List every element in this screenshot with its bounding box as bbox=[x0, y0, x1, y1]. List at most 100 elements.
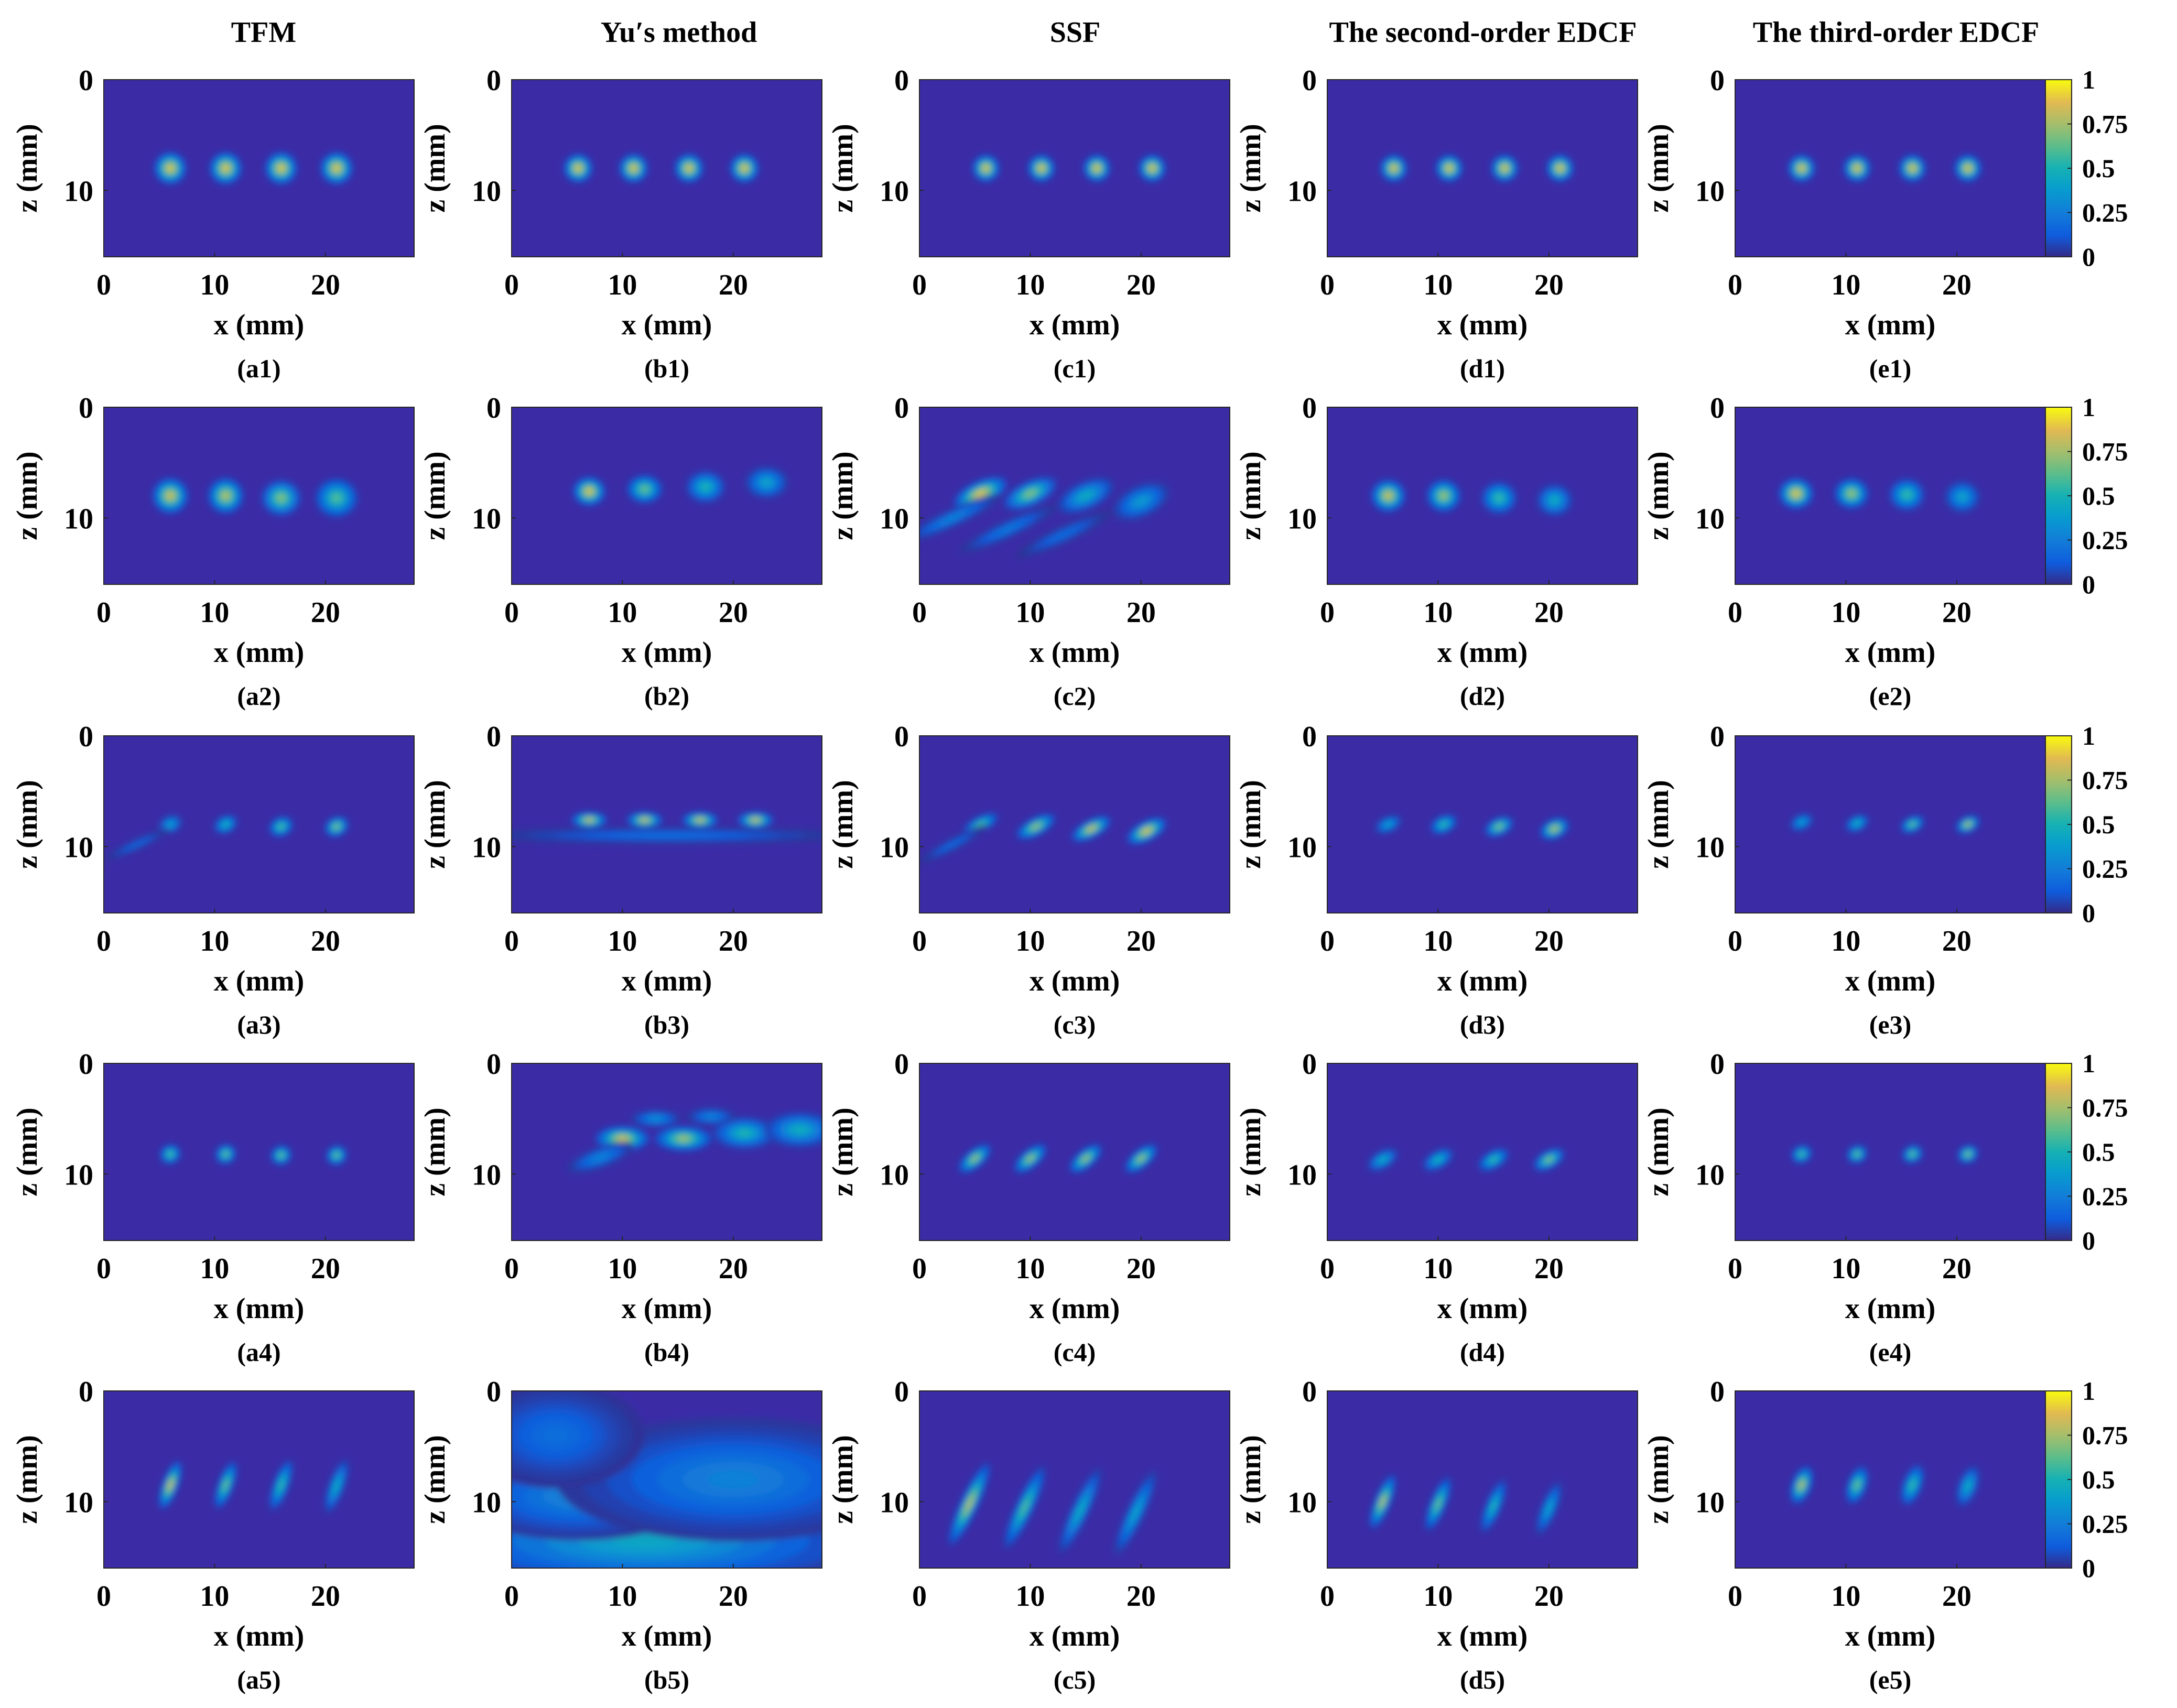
spot-level bbox=[1911, 823, 1914, 826]
spot-level bbox=[978, 822, 983, 826]
x-tick-label: 0 bbox=[504, 925, 519, 958]
panel-e5: 0 10 20 0 10 x (mm) z (mm) (e5) bbox=[1642, 1376, 2046, 1694]
panel-b1: 0 10 20 0 10 x (mm) z (mm) (b1) bbox=[419, 64, 822, 383]
x-tick-label: 20 bbox=[719, 925, 748, 958]
colorbar-tick-label: 1 bbox=[2082, 721, 2095, 750]
spot-level bbox=[595, 1155, 605, 1160]
x-axis-label: x (mm) bbox=[1030, 1620, 1120, 1652]
intensity-spot bbox=[655, 1126, 712, 1151]
x-tick-label: 20 bbox=[311, 925, 340, 958]
intensity-spot bbox=[1057, 477, 1114, 514]
spot-level bbox=[1386, 823, 1390, 826]
colorbar-tick-label: 0.5 bbox=[2082, 481, 2115, 510]
x-tick-label: 20 bbox=[1127, 596, 1156, 629]
y-axis-label: z (mm) bbox=[827, 1107, 859, 1196]
colorbar-tick-label: 0 bbox=[2082, 570, 2095, 599]
intensity-spot bbox=[1113, 482, 1169, 521]
intensity-spot bbox=[1370, 1475, 1396, 1528]
intensity-spot bbox=[1125, 1144, 1157, 1173]
panel-a2: 0 10 20 0 10 x (mm) z (mm) (a2) bbox=[11, 392, 415, 711]
intensity-spot bbox=[262, 480, 301, 516]
colorbar-tick-label: 0.5 bbox=[2082, 810, 2115, 839]
intensity-spot bbox=[1014, 1144, 1046, 1173]
intensity-spot bbox=[730, 154, 759, 183]
axes-box bbox=[1327, 79, 1638, 257]
spot-level bbox=[742, 166, 746, 170]
intensity-spot bbox=[210, 152, 242, 184]
spot-level bbox=[1959, 494, 1965, 499]
y-tick-label: 10 bbox=[880, 1486, 909, 1519]
intensity-spot bbox=[1846, 1145, 1868, 1163]
intensity-spot bbox=[745, 466, 788, 499]
spot-level bbox=[168, 823, 172, 826]
x-tick-label: 20 bbox=[311, 596, 340, 629]
spot-level bbox=[1056, 531, 1071, 538]
spot-level bbox=[1392, 166, 1396, 170]
intensity-spot bbox=[712, 1117, 776, 1149]
panel-e3: 0 10 20 0 10 x (mm) z (mm) (e3) bbox=[1642, 721, 2046, 1039]
intensity-spot bbox=[1956, 815, 1980, 834]
intensity-spot bbox=[959, 505, 1057, 553]
panel-caption: (d3) bbox=[1460, 1010, 1505, 1039]
intensity-spot bbox=[1533, 1148, 1564, 1171]
intensity-spot bbox=[1889, 478, 1925, 511]
panel-e1: 0 10 20 0 10 x (mm) z (mm) (e1) bbox=[1642, 64, 2046, 383]
x-tick-label: 10 bbox=[200, 1580, 229, 1613]
panel-caption: (c4) bbox=[1054, 1337, 1096, 1367]
heatmap-background bbox=[512, 80, 822, 257]
x-axis-label: x (mm) bbox=[1437, 636, 1528, 669]
colorbar-tick-label: 0.75 bbox=[2082, 1093, 2128, 1123]
x-axis-label: x (mm) bbox=[1030, 1292, 1120, 1325]
spot-level bbox=[333, 495, 340, 501]
intensity-spot bbox=[972, 155, 1000, 182]
intensity-spot bbox=[1954, 155, 1981, 182]
intensity-spot bbox=[215, 1144, 236, 1165]
x-tick-label: 0 bbox=[1320, 1580, 1335, 1613]
y-tick-label: 0 bbox=[1302, 64, 1317, 97]
y-axis-label: z (mm) bbox=[1234, 1435, 1267, 1524]
axes-box bbox=[919, 1390, 1230, 1569]
y-tick-label: 10 bbox=[1695, 1159, 1725, 1191]
spot-level bbox=[576, 166, 580, 170]
colorbar-tick-label: 0.75 bbox=[2082, 437, 2128, 466]
heatmap-background bbox=[919, 1063, 1230, 1241]
intensity-spot bbox=[1900, 1464, 1924, 1506]
axes-box bbox=[511, 735, 822, 913]
colorbar-tick-label: 0 bbox=[2082, 1226, 2095, 1255]
spot-level bbox=[1855, 166, 1859, 170]
x-tick-label: 0 bbox=[1728, 925, 1742, 958]
y-tick-label: 0 bbox=[79, 721, 93, 753]
panel-caption: (e1) bbox=[1869, 354, 1912, 383]
spot-level bbox=[1800, 821, 1804, 824]
panel-d5: 0 10 20 0 10 x (mm) z (mm) (d5) bbox=[1234, 1376, 1638, 1694]
intensity-spot bbox=[1485, 816, 1513, 837]
intensity-spot bbox=[626, 812, 663, 828]
spot-level bbox=[1558, 166, 1562, 170]
y-tick-label: 10 bbox=[1287, 1486, 1317, 1519]
intensity-spot bbox=[213, 814, 238, 834]
colorbar-tick-label: 0.5 bbox=[2082, 1465, 2115, 1494]
x-axis-label: x (mm) bbox=[1845, 309, 1936, 341]
panel-caption: (b2) bbox=[644, 681, 689, 711]
axes-box bbox=[919, 735, 1230, 913]
intensity-spot bbox=[1004, 477, 1057, 510]
heatmap-background bbox=[104, 80, 414, 257]
x-tick-label: 20 bbox=[1127, 925, 1156, 958]
y-tick-label: 10 bbox=[1695, 831, 1725, 864]
intensity-spot bbox=[269, 1460, 293, 1510]
intensity-spot bbox=[1540, 818, 1569, 840]
x-tick-label: 10 bbox=[608, 596, 637, 629]
panel-caption: (b1) bbox=[644, 354, 689, 383]
x-tick-label: 20 bbox=[1127, 1580, 1156, 1613]
intensity-spot bbox=[631, 1109, 681, 1128]
colorbar-tick-label: 0.25 bbox=[2082, 854, 2128, 884]
intensity-spot bbox=[320, 152, 353, 184]
x-tick-label: 10 bbox=[1423, 596, 1453, 629]
intensity-spot bbox=[1083, 155, 1110, 182]
y-tick-label: 0 bbox=[1302, 1048, 1317, 1081]
axes-box bbox=[919, 407, 1230, 585]
intensity-spot bbox=[949, 1463, 990, 1544]
x-tick-label: 20 bbox=[719, 596, 748, 629]
x-tick-label: 10 bbox=[608, 1253, 637, 1285]
intensity-spot bbox=[512, 1391, 645, 1488]
